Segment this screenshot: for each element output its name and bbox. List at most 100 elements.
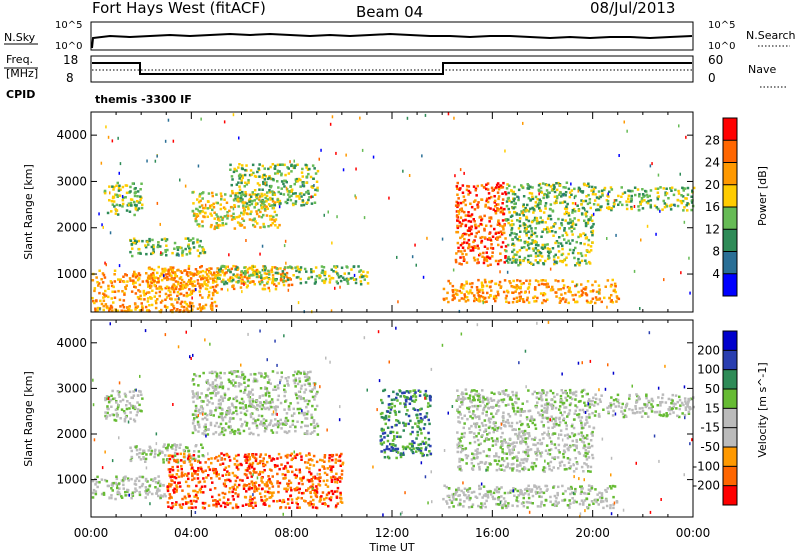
velocity-cell (249, 431, 253, 435)
power-cell (231, 189, 234, 193)
power-cell (91, 279, 95, 282)
power-cell (271, 163, 275, 166)
power-cell (519, 262, 522, 266)
velocity-cell (253, 456, 257, 460)
velocity-cell (283, 430, 287, 433)
power-cell (130, 242, 134, 246)
power-cell (102, 296, 105, 299)
velocity-cell (258, 455, 262, 458)
power-cell (507, 255, 510, 259)
power-cell (610, 299, 613, 302)
velocity-cell (126, 400, 129, 403)
power-cell (316, 189, 319, 192)
power-cell (206, 215, 209, 218)
power-cell (542, 299, 546, 302)
power-cell (491, 251, 494, 254)
power-cell (164, 298, 167, 301)
velocity-cell (308, 467, 311, 470)
power-cell (146, 282, 150, 286)
power-cell (198, 195, 201, 198)
velocity-cell (192, 499, 196, 503)
power-cell (685, 135, 687, 139)
power-cell (278, 205, 281, 209)
power-cell (287, 172, 291, 175)
power-cell (476, 261, 479, 265)
power-cell (515, 300, 519, 303)
velocity-cell (527, 425, 530, 428)
power-cell (544, 279, 547, 282)
power-cell (229, 270, 232, 274)
velocity-cell (173, 491, 176, 494)
velocity-feature (191, 370, 320, 437)
velocity-cell (306, 461, 310, 464)
power-cell (250, 210, 253, 213)
velocity-cell (223, 484, 226, 487)
power-cell (595, 290, 599, 294)
power-cell (255, 212, 259, 216)
power-cell (180, 278, 184, 282)
velocity-cell (206, 403, 209, 407)
velocity-cell (247, 453, 250, 456)
velocity-cell (335, 472, 338, 476)
power-cell (516, 250, 519, 254)
power-cell (411, 255, 414, 259)
velocity-cell (234, 492, 237, 495)
power-cell (599, 205, 602, 209)
power-cell (509, 215, 513, 218)
velocity-cell (310, 413, 313, 417)
power-cell (491, 247, 495, 250)
power-cell (526, 296, 529, 300)
velocity-cell (339, 493, 342, 496)
power-cell (532, 241, 535, 244)
velocity-cell (392, 390, 395, 394)
power-cell (470, 285, 474, 289)
power-cell (472, 218, 475, 221)
power-cell (497, 220, 500, 224)
power-cell (461, 234, 464, 237)
velocity-cell (389, 430, 393, 434)
velocity-cell (569, 402, 573, 405)
power-cell (283, 266, 287, 269)
velocity-cell (227, 472, 231, 475)
power-cell (108, 309, 111, 313)
power-cell (213, 227, 216, 231)
power-cell (252, 171, 255, 175)
power-cell (277, 186, 280, 189)
power-cell (129, 185, 132, 189)
power-cell (504, 149, 506, 153)
velocity-cell (384, 422, 387, 426)
power-cell (248, 193, 252, 197)
velocity-cell (422, 442, 426, 445)
velocity-cell (222, 501, 225, 505)
velocity-cell (566, 394, 570, 398)
velocity-cell (175, 460, 178, 464)
velocity-cell (119, 417, 122, 420)
power-cell (233, 227, 237, 230)
power-cell (184, 269, 187, 272)
power-cell (199, 251, 202, 255)
power-cell (258, 275, 261, 278)
velocity-cell (259, 387, 263, 390)
power-cell (129, 201, 133, 205)
power-cell (649, 189, 653, 192)
power-cell (305, 166, 308, 169)
power-cell (526, 258, 530, 262)
velocity-cell (233, 483, 237, 486)
velocity-cell (232, 397, 235, 401)
velocity-cell (395, 431, 399, 434)
power-cell (690, 208, 693, 212)
velocity-cell (276, 425, 280, 429)
velocity-cell (215, 502, 218, 506)
power-cell (625, 207, 629, 211)
velocity-cell (203, 433, 206, 436)
velocity-cell (399, 455, 403, 459)
power-cell (534, 247, 538, 250)
velocity-cell (340, 497, 343, 500)
velocity-cell (380, 450, 383, 453)
power-cell (307, 172, 310, 176)
power-cell (468, 229, 471, 232)
power-cell (128, 277, 132, 280)
velocity-cell (204, 416, 207, 420)
velocity-cell (284, 400, 287, 403)
power-cell (468, 291, 472, 294)
